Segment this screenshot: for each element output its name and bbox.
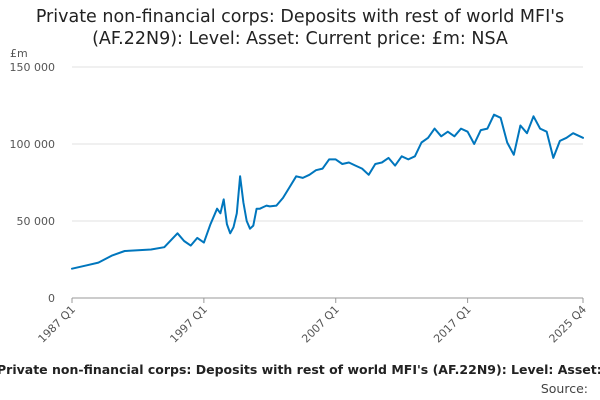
x-axis-ticks: 1987 Q1 1997 Q1 2007 Q1 2017 Q1 2025 Q4 <box>36 298 590 346</box>
series-layer <box>71 113 584 270</box>
x-tick-label: 2017 Q1 <box>431 303 474 346</box>
y-axis-ticks: 0 50 000 100 000 150 000 <box>10 61 56 305</box>
x-tick-label: 1997 Q1 <box>167 303 210 346</box>
y-tick-label: 50 000 <box>17 215 56 228</box>
chart-title: Private non-financial corps: Deposits wi… <box>35 7 565 49</box>
x-tick-label: 1987 Q1 <box>36 303 79 346</box>
x-tick-label: 2025 Q4 <box>547 303 590 346</box>
y-tick-label: 0 <box>48 292 55 305</box>
footer-caption: Private non-financial corps: Deposits wi… <box>0 362 600 377</box>
y-tick-label: 150 000 <box>10 61 56 74</box>
y-tick-label: 100 000 <box>10 138 56 151</box>
source-label: Source: <box>540 381 588 396</box>
grid-lines <box>72 66 583 222</box>
series-line <box>71 113 584 270</box>
x-tick-label: 2007 Q1 <box>299 303 342 346</box>
y-axis-label: £m <box>10 47 28 60</box>
